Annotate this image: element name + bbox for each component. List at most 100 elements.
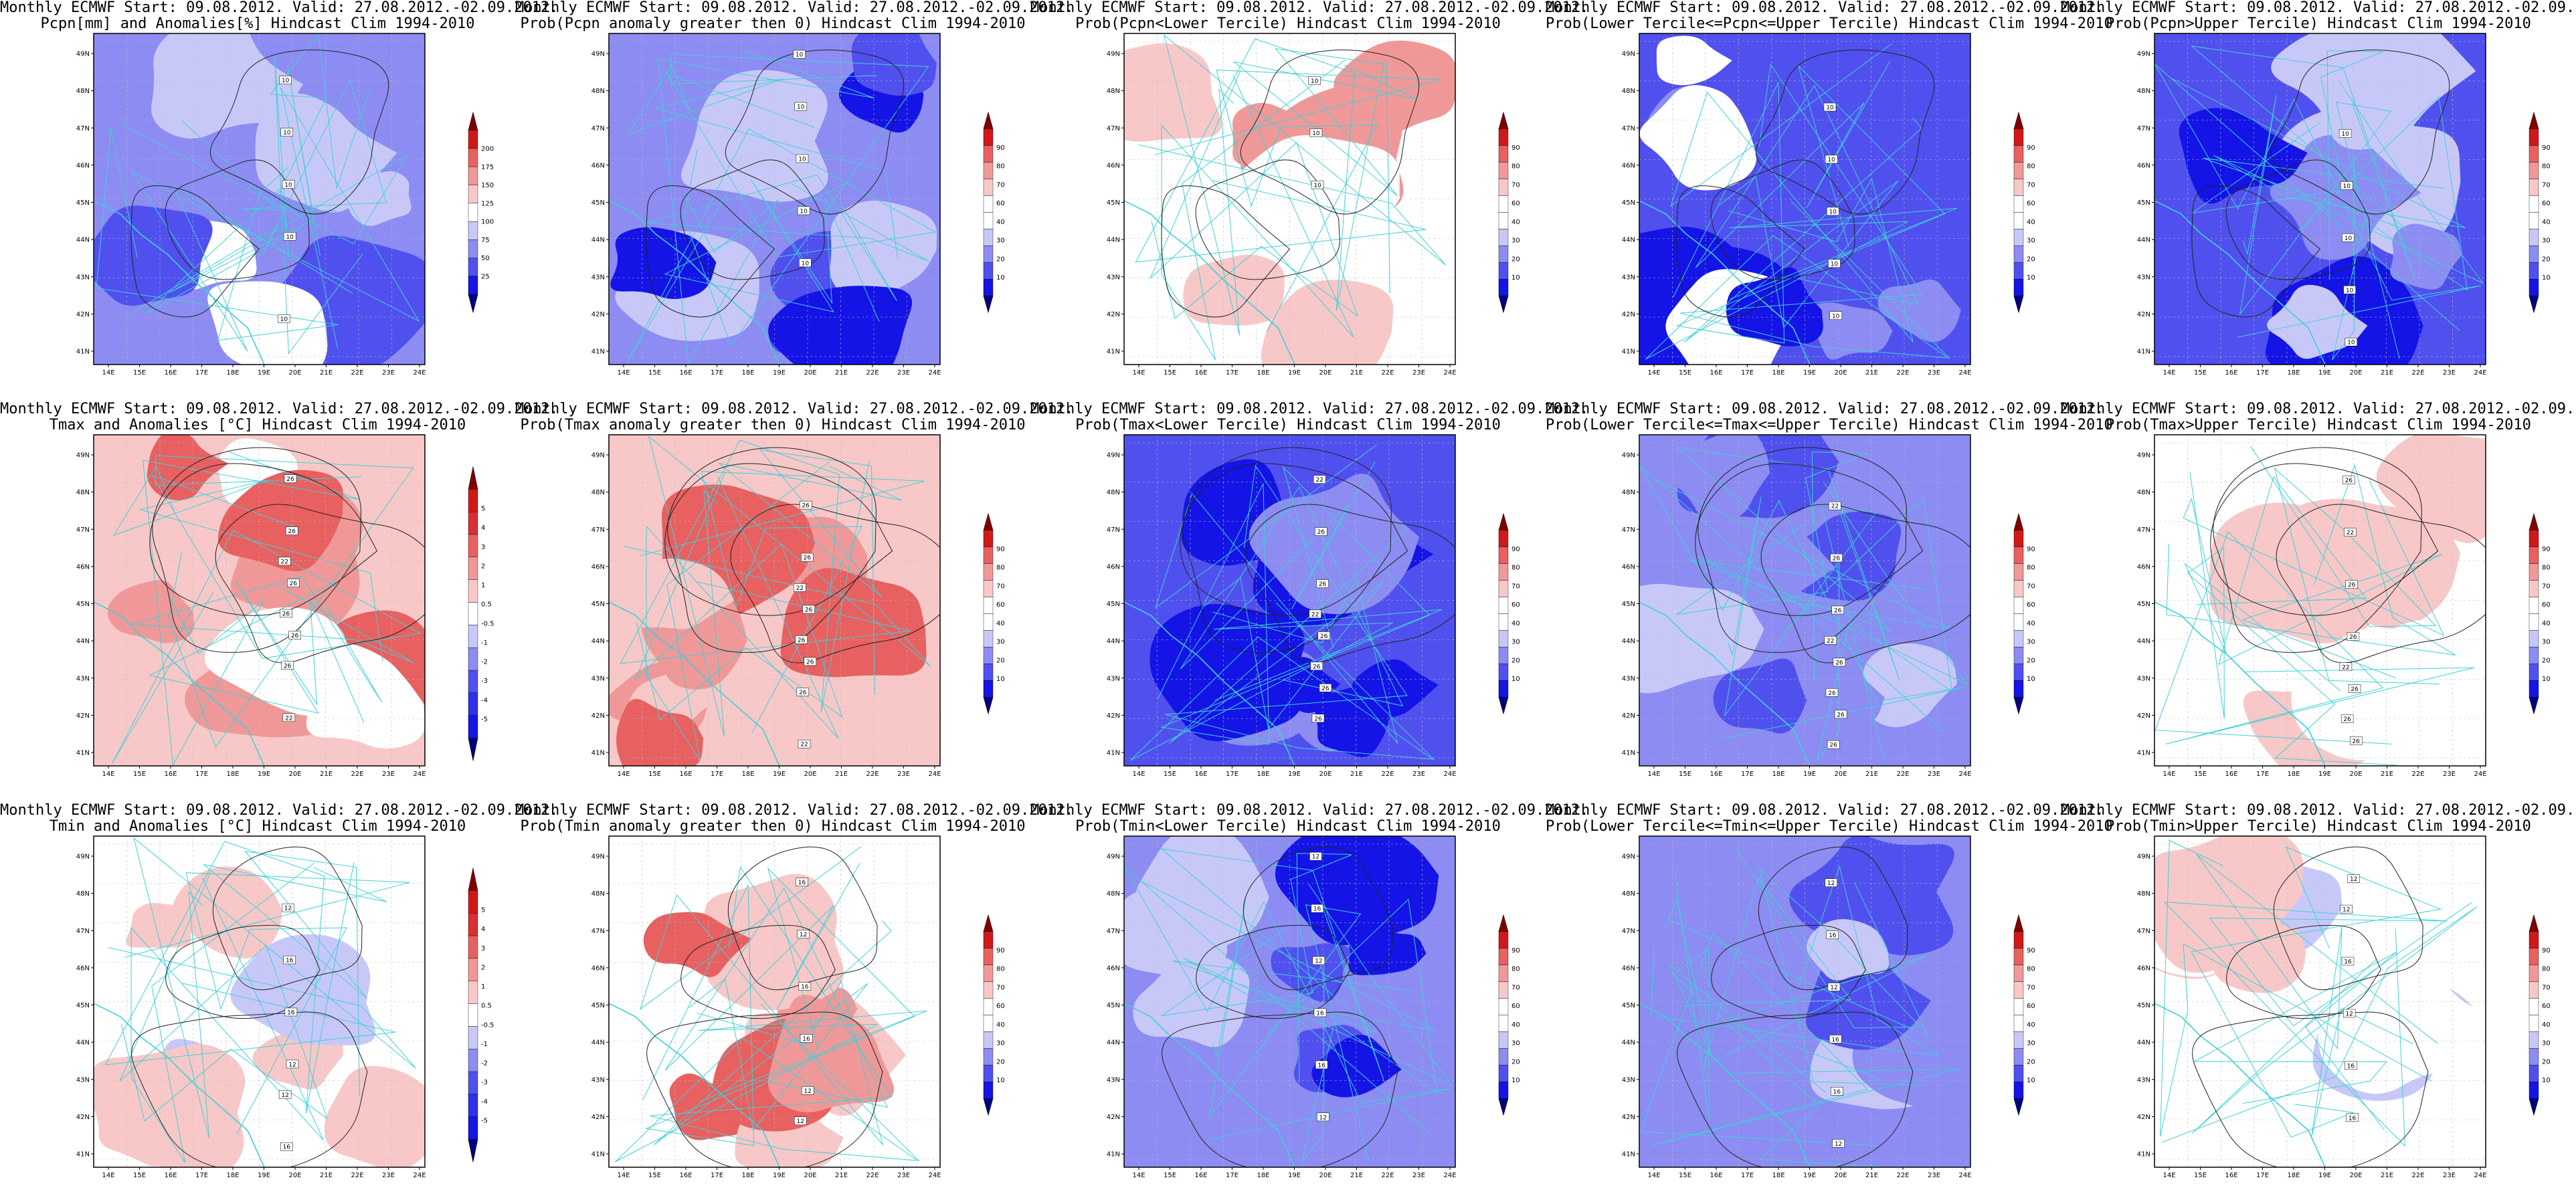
contour-label: 16 xyxy=(2344,959,2352,966)
lon-tick-label: 19E xyxy=(1803,771,1816,778)
colorbar-segment xyxy=(983,597,994,614)
colorbar-cap-top xyxy=(2528,914,2539,932)
lat-tick-label: 49N xyxy=(2137,854,2150,861)
country-border xyxy=(626,73,937,363)
lon-tick-label: 20E xyxy=(1834,771,1847,778)
map-field: 10 10 10 10 10 xyxy=(1639,33,1970,365)
contour-line xyxy=(2270,49,2450,215)
contour-label-box xyxy=(281,661,294,670)
contour-label: 26 xyxy=(291,633,299,639)
contour-label: 26 xyxy=(290,581,298,587)
contour-line xyxy=(667,447,877,653)
colorbar-label: 30 xyxy=(1511,237,1520,245)
colorbar-segment xyxy=(1498,262,1509,280)
lat-tick-label: 42N xyxy=(1107,712,1120,720)
colorbar-label: 40 xyxy=(2542,1021,2551,1029)
contour-line xyxy=(1161,185,1291,318)
colorbar-label: 30 xyxy=(2542,639,2551,646)
lat-tick-label: 44N xyxy=(591,237,605,244)
lon-tick-label: 24E xyxy=(2474,1172,2486,1179)
colorbar-segment xyxy=(468,1026,478,1049)
colorbar-segment xyxy=(1498,580,1509,597)
lat-tick-label: 43N xyxy=(1622,274,1635,281)
contour-label: 26 xyxy=(2349,634,2357,641)
coastline xyxy=(2154,601,2326,766)
colorbar-segment xyxy=(983,128,994,146)
colorbar-segment xyxy=(2013,664,2024,681)
lon-tick-label: 17E xyxy=(711,771,723,778)
contour-label-box xyxy=(797,206,810,215)
colorbar-segment xyxy=(1498,145,1509,163)
lat-tick-label: 42N xyxy=(591,311,605,318)
lon-tick-label: 24E xyxy=(928,1172,941,1179)
lat-tick-label: 45N xyxy=(1622,199,1635,207)
lat-tick-label: 47N xyxy=(591,125,605,132)
contour-label: 12 xyxy=(797,1118,804,1125)
lat-tick-label: 48N xyxy=(76,489,90,496)
map-svg: 22 26 26 22 26 26 26 26 14E 15E 16E 17E 18E 19E 20E 21E… xyxy=(1107,434,1520,778)
country-border xyxy=(623,435,931,737)
shaded-region xyxy=(347,171,411,226)
contour-label: 12 xyxy=(288,1062,296,1068)
colorbar-label: 40 xyxy=(2027,219,2035,226)
panel-subtitle: Prob(Tmax anomaly greater then 0) Hindca… xyxy=(520,417,1026,433)
lat-tick-label: 42N xyxy=(76,712,90,720)
colorbar-label: 125 xyxy=(481,200,494,207)
contour-line xyxy=(1162,1011,1398,1167)
lon-tick-label: 14E xyxy=(102,1172,114,1179)
forecast-panel: Monthly ECMWF Start: 09.08.2012. Valid: … xyxy=(1546,401,2113,803)
colorbar-segment xyxy=(2528,128,2539,146)
lat-tick-label: 41N xyxy=(76,348,90,356)
contour-line xyxy=(2226,924,2381,1019)
map-frame xyxy=(2154,33,2486,365)
lat-tick-label: 46N xyxy=(1107,162,1120,169)
lon-tick-label: 23E xyxy=(1928,1172,1940,1179)
panel-header: Monthly ECMWF Start: 09.08.2012. Valid: … xyxy=(515,0,1074,16)
lon-tick-label: 22E xyxy=(1381,369,1394,377)
country-border xyxy=(1267,898,1438,1163)
shaded-region xyxy=(830,200,937,303)
lon-tick-label: 20E xyxy=(804,1172,816,1179)
colorbar-label: 30 xyxy=(996,1040,1005,1047)
map-field: 10 10 10 10 10 xyxy=(2154,33,2486,365)
colorbar-segment xyxy=(1498,162,1509,179)
lon-tick-label: 23E xyxy=(1412,369,1425,377)
map-field: 12 16 12 16 16 12 xyxy=(1124,836,1455,1167)
coastline xyxy=(1124,200,1295,365)
contour-label: 26 xyxy=(288,528,296,535)
colorbar-segment xyxy=(2528,597,2539,614)
colorbar-segment xyxy=(983,630,994,647)
map-frame xyxy=(1123,835,1456,1168)
lat-tick-label: 47N xyxy=(591,526,605,534)
lon-tick-label: 15E xyxy=(2194,369,2207,377)
shaded-region xyxy=(2376,435,2486,543)
colorbar-segment xyxy=(983,279,994,296)
contour-label-box xyxy=(2343,286,2356,294)
colorbar-segment xyxy=(983,530,994,547)
country-border xyxy=(1141,880,1453,1086)
lon-tick-label: 21E xyxy=(835,1172,848,1179)
lon-tick-label: 16E xyxy=(1194,1172,1207,1179)
contour-line xyxy=(209,49,389,215)
lon-tick-label: 15E xyxy=(1164,1172,1176,1179)
colorbar-label: 70 xyxy=(2542,181,2551,189)
lon-tick-label: 22E xyxy=(1896,1172,1909,1179)
lat-tick-label: 42N xyxy=(1107,1114,1120,1121)
colorbar-label: 50 xyxy=(481,255,490,262)
colorbar-segment xyxy=(2528,179,2539,196)
contour-label: 12 xyxy=(1312,854,1319,861)
colorbar-segment xyxy=(468,670,478,694)
contour-label: 22 xyxy=(1827,638,1834,645)
colorbar-label: 90 xyxy=(2027,947,2035,955)
colorbar-label: 10 xyxy=(2027,676,2035,683)
contour-label-box xyxy=(794,583,806,592)
contour-label: 12 xyxy=(1827,880,1835,887)
colorbar-segment xyxy=(983,664,994,681)
map-svg: 10 10 10 14E 15E 16E 17E 18E 19E 20E 21E 22E 23E 24E 4… xyxy=(1107,33,1520,377)
contour-line xyxy=(646,185,775,318)
lon-tick-label: 16E xyxy=(1194,771,1207,778)
contour-line xyxy=(212,846,363,991)
country-border xyxy=(119,872,328,1122)
lat-tick-label: 45N xyxy=(76,1002,90,1009)
colorbar-cap-bottom xyxy=(468,738,478,761)
